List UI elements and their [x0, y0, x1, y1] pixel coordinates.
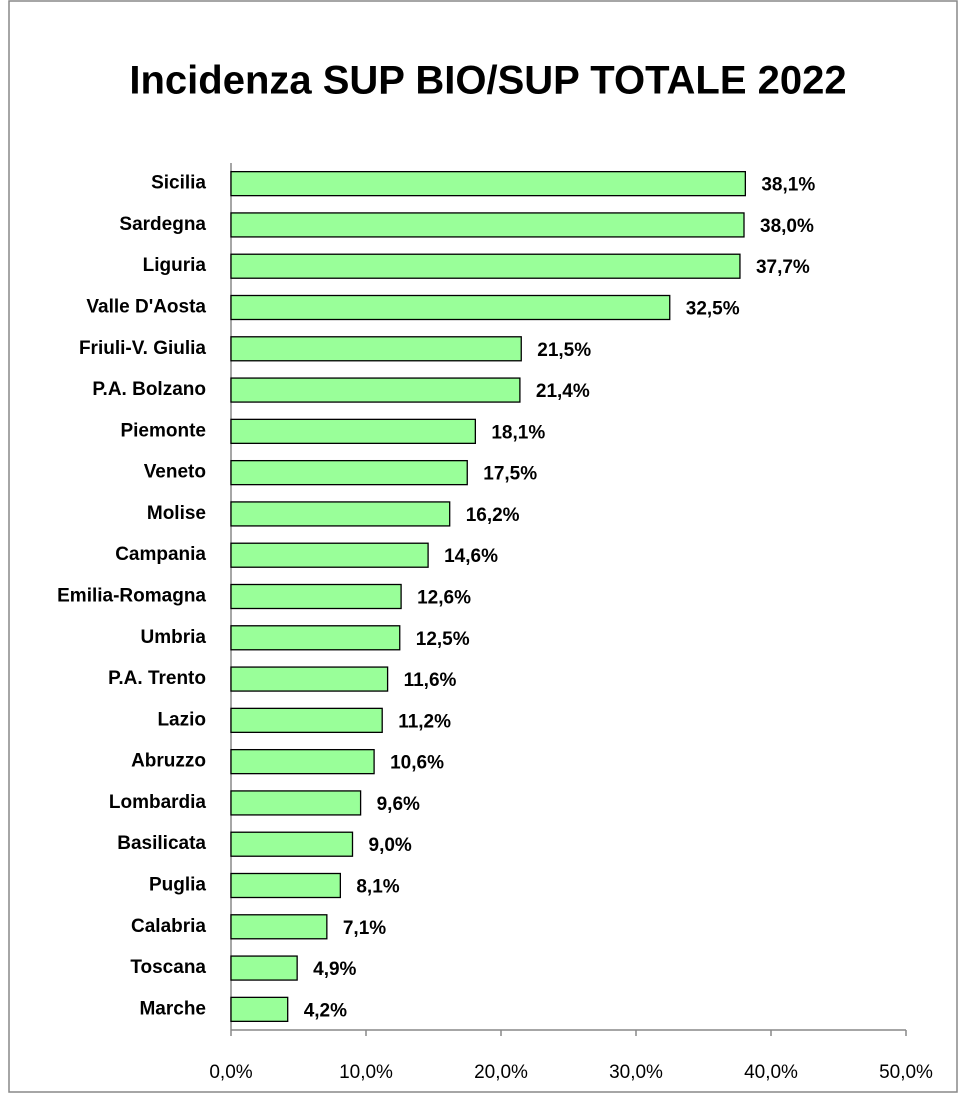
- bar: [230, 831, 354, 857]
- y-tick-label: Marche: [139, 998, 206, 1019]
- x-tick-label: 40,0%: [744, 1062, 798, 1083]
- x-tick-label: 50,0%: [879, 1062, 933, 1083]
- value-label: 17,5%: [483, 464, 537, 485]
- bar: [230, 996, 289, 1023]
- chart-title: Incidenza SUP BIO/SUP TOTALE 2022: [129, 59, 846, 103]
- bar: [230, 418, 477, 445]
- value-label: 11,6%: [404, 670, 457, 691]
- value-label: 11,2%: [398, 711, 451, 732]
- bar: [230, 625, 401, 651]
- bar: [230, 790, 362, 816]
- value-label: 12,5%: [416, 629, 470, 650]
- y-tick-label: Veneto: [144, 462, 206, 483]
- bar: [230, 336, 522, 362]
- bar: [230, 294, 671, 321]
- value-label: 4,9%: [313, 959, 356, 980]
- bar: [230, 542, 429, 568]
- value-label: 37,7%: [756, 257, 810, 278]
- y-tick-label: Piemonte: [120, 420, 206, 441]
- value-label: 21,5%: [537, 340, 591, 361]
- value-label: 8,1%: [356, 877, 399, 898]
- bar: [230, 170, 746, 197]
- value-label: 16,2%: [466, 505, 520, 526]
- y-tick-label: Umbria: [141, 627, 207, 648]
- value-label: 18,1%: [491, 422, 545, 443]
- value-label: 9,6%: [377, 794, 420, 815]
- y-tick-label: Sicilia: [151, 173, 206, 194]
- y-tick-label: Abruzzo: [131, 751, 206, 772]
- y-tick-label: Friuli-V. Giulia: [79, 338, 206, 359]
- y-tick-label: Molise: [147, 503, 206, 524]
- y-tick-label: P.A. Trento: [108, 668, 206, 689]
- value-label: 32,5%: [686, 299, 740, 320]
- x-tick-label: 30,0%: [609, 1062, 663, 1083]
- y-tick-label: Calabria: [131, 916, 206, 937]
- y-tick-label: Sardegna: [119, 214, 206, 235]
- y-tick-label: Toscana: [130, 957, 206, 978]
- bar: [230, 583, 402, 610]
- value-label: 38,1%: [761, 175, 815, 196]
- x-tick-label: 20,0%: [474, 1062, 528, 1083]
- bar: [230, 377, 521, 403]
- bar: [230, 212, 745, 238]
- value-label: 7,1%: [343, 918, 386, 939]
- bar: [230, 914, 328, 940]
- x-tick-label: 0,0%: [209, 1062, 252, 1083]
- value-label: 9,0%: [369, 835, 412, 856]
- value-label: 14,6%: [444, 546, 498, 567]
- y-tick-label: Lazio: [157, 709, 206, 730]
- x-tick-label: 10,0%: [339, 1062, 393, 1083]
- bar: [230, 872, 341, 899]
- y-tick-label: Emilia-Romagna: [57, 586, 206, 607]
- bar: [230, 501, 451, 527]
- bar: [230, 459, 468, 486]
- y-tick-label: Basilicata: [117, 833, 206, 854]
- y-tick-label: Campania: [115, 544, 206, 565]
- bar: [230, 955, 298, 981]
- bar: [230, 666, 389, 692]
- bar: [230, 748, 375, 775]
- y-tick-label: Puglia: [149, 875, 206, 896]
- value-label: 12,6%: [417, 588, 471, 609]
- value-label: 4,2%: [304, 1000, 347, 1021]
- y-tick-label: Liguria: [143, 255, 207, 276]
- y-tick-label: Lombardia: [109, 792, 207, 813]
- bar: [230, 707, 383, 734]
- value-label: 10,6%: [390, 753, 444, 774]
- value-label: 38,0%: [760, 216, 814, 237]
- y-tick-label: Valle D'Aosta: [86, 297, 206, 318]
- y-tick-label: P.A. Bolzano: [92, 379, 206, 400]
- value-label: 21,4%: [536, 381, 590, 402]
- bar: [230, 253, 741, 279]
